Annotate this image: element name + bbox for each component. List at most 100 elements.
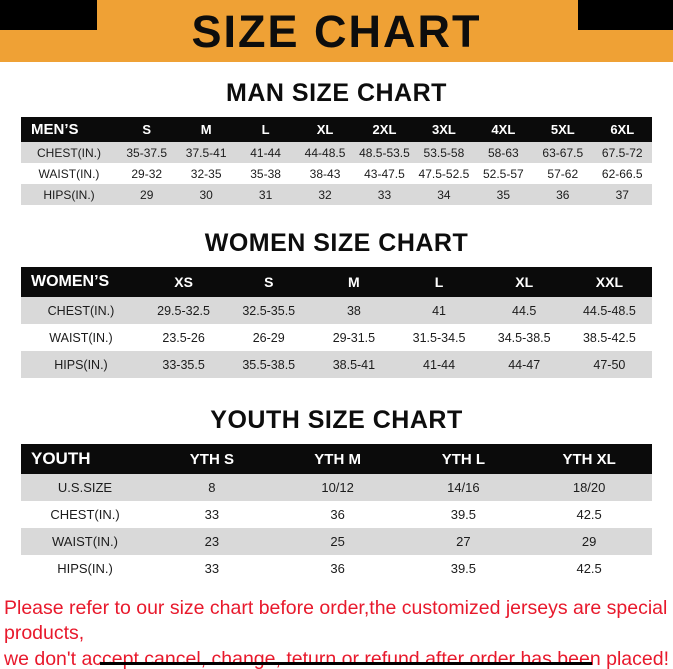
- size-header-cell: YTH L: [400, 444, 527, 474]
- row-label-cell: HIPS(IN.): [21, 351, 141, 378]
- data-cell: 29-32: [117, 163, 177, 184]
- table-row: WAIST(IN.) 29-32 32-35 35-38 38-43 43-47.5 47.…: [21, 163, 652, 184]
- youth-size-chart-heading: YOUTH SIZE CHART: [210, 406, 463, 434]
- data-cell: 38: [311, 297, 397, 324]
- data-cell: 36: [533, 184, 593, 205]
- man-size-chart-section: MAN SIZE CHART MEN’S S M L XL 2XL 3XL 4XL 5XL 6XL…: [0, 79, 673, 205]
- data-cell: 29: [526, 528, 652, 555]
- data-cell: 14/16: [400, 474, 527, 501]
- data-cell: 39.5: [400, 555, 527, 582]
- data-cell: 27: [400, 528, 527, 555]
- row-label-cell: WAIST(IN.): [21, 528, 149, 555]
- size-header-cell: 5XL: [533, 117, 593, 142]
- size-header-cell: M: [311, 267, 397, 297]
- data-cell: 35-37.5: [117, 142, 177, 163]
- data-cell: 38.5-41: [311, 351, 397, 378]
- data-cell: 31: [235, 184, 296, 205]
- row-label-cell: WAIST(IN.): [21, 163, 117, 184]
- footer-note-line2: we don't accept cancel, change, teturn o…: [4, 647, 669, 669]
- size-header-cell: M: [176, 117, 236, 142]
- size-header-cell: 6XL: [592, 117, 652, 142]
- data-cell: 48.5-53.5: [354, 142, 415, 163]
- data-cell: 47-50: [566, 351, 652, 378]
- data-cell: 33-35.5: [141, 351, 227, 378]
- footer-note-line1: Please refer to our size chart before or…: [4, 597, 668, 645]
- data-cell: 62-66.5: [592, 163, 652, 184]
- data-cell: 30: [176, 184, 236, 205]
- table-row: HIPS(IN.) 33-35.5 35.5-38.5 38.5-41 41-44 44-…: [21, 351, 652, 378]
- data-cell: 8: [149, 474, 275, 501]
- row-label-cell: CHEST(IN.): [21, 142, 117, 163]
- women-size-chart-section: WOMEN SIZE CHART WOMEN’S XS S M L XL XXL CHEST(…: [0, 229, 673, 378]
- men-size-table: MEN’S S M L XL 2XL 3XL 4XL 5XL 6XL CHEST(IN.) 35-37…: [21, 117, 652, 205]
- footer-note: Please refer to our size chart before or…: [4, 596, 671, 669]
- data-cell: 36: [274, 501, 401, 528]
- data-cell: 32.5-35.5: [226, 297, 312, 324]
- row-label-cell: WAIST(IN.): [21, 324, 141, 351]
- data-cell: 43-47.5: [354, 163, 415, 184]
- page-title: SIZE CHART: [191, 5, 482, 57]
- data-cell: 57-62: [533, 163, 593, 184]
- data-cell: 33: [149, 501, 275, 528]
- data-cell: 29: [117, 184, 177, 205]
- table-title-cell: MEN’S: [21, 117, 117, 142]
- table-row: CHEST(IN.) 33 36 39.5 42.5: [21, 501, 652, 528]
- data-cell: 42.5: [526, 501, 652, 528]
- size-header-cell: 4XL: [473, 117, 534, 142]
- data-cell: 32: [295, 184, 355, 205]
- data-cell: 32-35: [176, 163, 236, 184]
- data-cell: 23.5-26: [141, 324, 227, 351]
- size-header-cell: XL: [481, 267, 567, 297]
- youth-size-table: YOUTH YTH S YTH M YTH L YTH XL U.S.SIZE 8 10/12…: [21, 444, 652, 582]
- data-cell: 37.5-41: [176, 142, 236, 163]
- row-label-cell: U.S.SIZE: [21, 474, 149, 501]
- data-cell: 47.5-52.5: [414, 163, 474, 184]
- table-title-cell: WOMEN’S: [21, 267, 141, 297]
- data-cell: 44.5: [481, 297, 567, 324]
- data-cell: 37: [592, 184, 652, 205]
- data-cell: 38.5-42.5: [566, 324, 652, 351]
- data-cell: 58-63: [473, 142, 534, 163]
- size-header-cell: XXL: [566, 267, 652, 297]
- data-cell: 35: [473, 184, 534, 205]
- table-row: U.S.SIZE 8 10/12 14/16 18/20: [21, 474, 652, 501]
- women-size-chart-heading: WOMEN SIZE CHART: [204, 229, 469, 257]
- data-cell: 44-47: [481, 351, 567, 378]
- data-cell: 29-31.5: [311, 324, 397, 351]
- size-header-cell: XS: [141, 267, 227, 297]
- data-cell: 44.5-48.5: [566, 297, 652, 324]
- row-label-cell: HIPS(IN.): [21, 555, 149, 582]
- data-cell: 67.5-72: [592, 142, 652, 163]
- data-cell: 41-44: [396, 351, 482, 378]
- size-header-cell: XL: [295, 117, 355, 142]
- data-cell: 33: [149, 555, 275, 582]
- data-cell: 31.5-34.5: [396, 324, 482, 351]
- youth-size-chart-section: YOUTH SIZE CHART YOUTH YTH S YTH M YTH L YTH…: [0, 406, 673, 582]
- data-cell: 26-29: [226, 324, 312, 351]
- size-header-cell: YTH S: [149, 444, 275, 474]
- size-header-cell: 2XL: [354, 117, 415, 142]
- women-size-table: WOMEN’S XS S M L XL XXL CHEST(IN.) 29.5-32.5 32.5…: [21, 267, 652, 378]
- data-cell: 34.5-38.5: [481, 324, 567, 351]
- data-cell: 41-44: [235, 142, 296, 163]
- data-cell: 38-43: [295, 163, 355, 184]
- data-cell: 29.5-32.5: [141, 297, 227, 324]
- size-header-cell: S: [117, 117, 177, 142]
- data-cell: 25: [274, 528, 401, 555]
- size-header-cell: L: [235, 117, 296, 142]
- table-row: WAIST(IN.) 23 25 27 29: [21, 528, 652, 555]
- size-header-cell: 3XL: [414, 117, 474, 142]
- row-label-cell: CHEST(IN.): [21, 501, 149, 528]
- data-cell: 42.5: [526, 555, 652, 582]
- data-cell: 35.5-38.5: [226, 351, 312, 378]
- size-header-cell: YTH M: [274, 444, 401, 474]
- footer-underline-bar: [100, 662, 592, 665]
- size-header-cell: L: [396, 267, 482, 297]
- corner-bar-left: [0, 0, 97, 30]
- table-row: HIPS(IN.) 33 36 39.5 42.5: [21, 555, 652, 582]
- data-cell: 52.5-57: [473, 163, 534, 184]
- row-label-cell: HIPS(IN.): [21, 184, 117, 205]
- data-cell: 41: [396, 297, 482, 324]
- data-cell: 39.5: [400, 501, 527, 528]
- data-cell: 36: [274, 555, 401, 582]
